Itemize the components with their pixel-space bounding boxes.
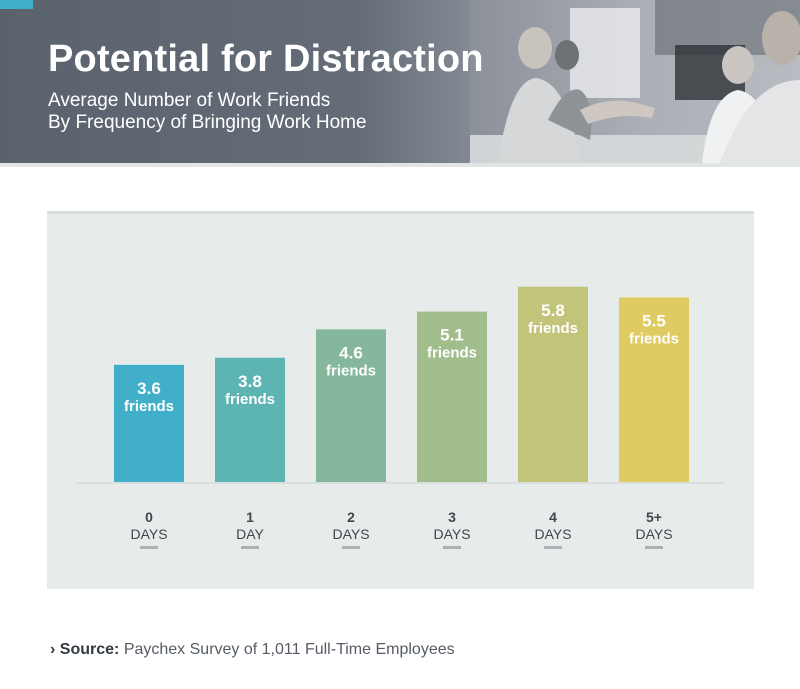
bar-value-label: 3.8 — [238, 372, 262, 391]
source-note: › Source: Paychex Survey of 1,011 Full-T… — [50, 641, 455, 659]
x-tick-unit: DAYS — [130, 526, 167, 542]
x-tick-unit: DAYS — [635, 526, 672, 542]
bar-unit-label: friends — [225, 391, 275, 408]
bar-0 — [114, 364, 184, 482]
bar-unit-label: friends — [326, 362, 376, 379]
subtitle-line-2: By Frequency of Bringing Work Home — [48, 112, 367, 133]
subtitle-line-1: Average Number of Work Friends — [48, 90, 331, 111]
x-tick-number: 2 — [347, 509, 355, 525]
bar-1 — [215, 357, 285, 482]
bar-value-label: 4.6 — [339, 343, 363, 362]
x-tick-unit: DAYS — [433, 526, 470, 542]
bar-chart: 3.6friends0DAYS3.8friends1DAY4.6friends2… — [77, 286, 724, 549]
bar-unit-label: friends — [629, 330, 679, 347]
bar-unit-label: friends — [528, 320, 578, 337]
x-tick-number: 3 — [448, 509, 456, 525]
chart-baseline — [77, 482, 724, 484]
header-photo — [470, 0, 800, 163]
page-title: Potential for Distraction — [48, 38, 484, 80]
x-tick-unit: DAY — [236, 526, 264, 542]
x-tick-unit: DAYS — [534, 526, 571, 542]
source-marker: › — [50, 641, 56, 658]
source-text: Paychex Survey of 1,011 Full-Time Employ… — [123, 641, 455, 658]
bar-value-label: 3.6 — [137, 379, 161, 398]
x-tick-unit: DAYS — [332, 526, 369, 542]
x-tick-number: 0 — [145, 509, 153, 525]
bar-5 — [619, 297, 689, 482]
x-tick-underline — [544, 546, 562, 549]
bar-unit-label: friends — [427, 345, 477, 362]
accent-bar — [0, 0, 33, 9]
x-tick-underline — [140, 546, 158, 549]
bar-value-label: 5.5 — [642, 311, 666, 330]
bar-unit-label: friends — [124, 398, 174, 415]
x-tick-underline — [645, 546, 663, 549]
bar-4 — [518, 286, 588, 482]
source-label: Source: — [59, 641, 120, 658]
page-subtitle: Average Number of Work Friends By Freque… — [48, 90, 367, 134]
bar-2 — [316, 329, 386, 482]
header-banner: Potential for Distraction Average Number… — [0, 0, 800, 163]
bar-value-label: 5.8 — [541, 301, 565, 320]
x-tick-number: 5+ — [646, 509, 662, 525]
bar-value-label: 5.1 — [440, 326, 464, 345]
x-tick-underline — [342, 546, 360, 549]
chart-panel: 3.6 friends 0 DAYS 3.8 friends 1 DAY 4.6 friends 2… — [47, 211, 754, 589]
bar-3 — [417, 311, 487, 482]
x-tick-underline — [443, 546, 461, 549]
x-tick-underline — [241, 546, 259, 549]
header-divider — [0, 163, 800, 167]
x-tick-number: 4 — [549, 509, 557, 525]
x-tick-number: 1 — [246, 509, 254, 525]
